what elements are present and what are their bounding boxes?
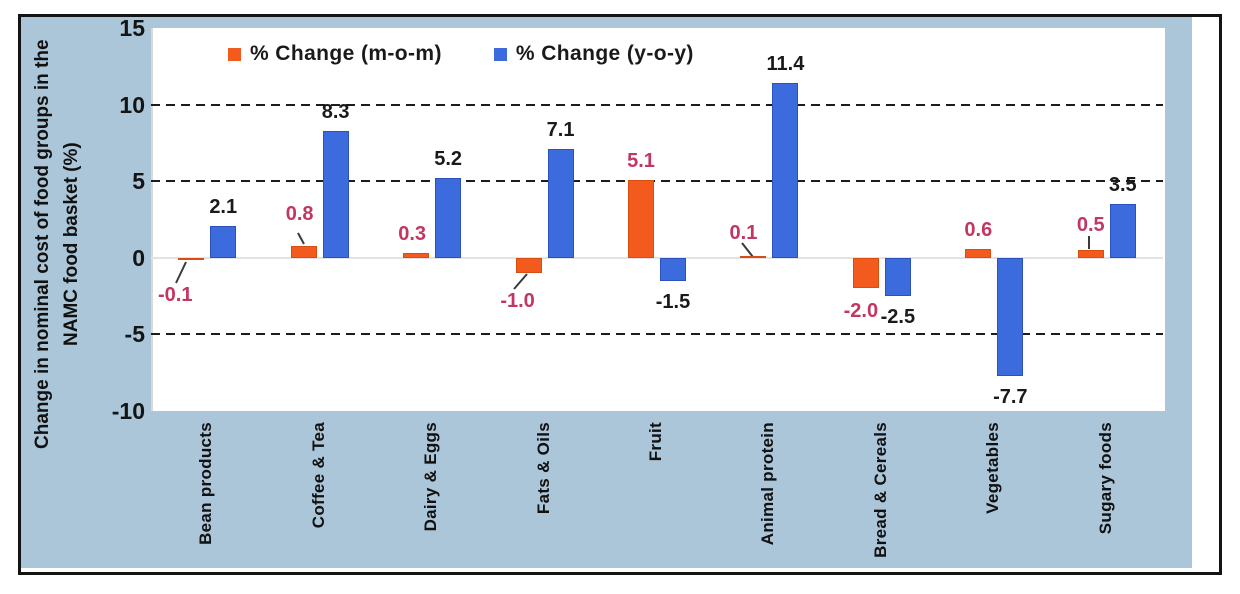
bar-label-yoy: 2.1	[209, 195, 238, 218]
category-label: Vegetables	[983, 422, 1003, 514]
bar-mom	[965, 248, 992, 258]
bar-label-mom: 0.1	[729, 222, 758, 245]
legend-swatch-yoy	[493, 47, 507, 61]
legend-label: % Change (m-o-m)	[250, 42, 442, 65]
bar-label-mom: -0.1	[157, 284, 193, 307]
bar-mom	[1077, 250, 1104, 258]
bar-label-yoy: 11.4	[766, 53, 805, 76]
bar-label-yoy: 7.1	[546, 119, 575, 142]
bar-yoy	[322, 130, 349, 258]
y-tick-label: -10	[111, 398, 145, 424]
y-axis-title-line-1: Change in nominal cost of food groups in…	[32, 39, 53, 449]
bar-label-yoy: 3.5	[1108, 174, 1137, 197]
category-label: Coffee & Tea	[308, 422, 328, 529]
category-label: Fruit	[646, 422, 665, 462]
bar-yoy	[997, 257, 1024, 376]
bar-label-yoy: 8.3	[321, 100, 350, 123]
y-tick-label: 15	[119, 15, 145, 41]
bar-label-yoy: 5.2	[434, 148, 463, 171]
bar-mom	[178, 257, 205, 260]
bar-label-yoy: -2.5	[880, 306, 916, 329]
bar-label-yoy: -1.5	[655, 290, 691, 313]
bar-mom	[628, 179, 654, 258]
gridline	[151, 103, 1163, 106]
bar-yoy	[772, 83, 799, 258]
bar-label-mom: -1.0	[500, 290, 535, 313]
y-tick-label: 0	[132, 244, 145, 271]
bar-label-mom: 5.1	[627, 149, 655, 172]
bar-label-mom: 0.6	[964, 218, 993, 241]
y-tick-label: 5	[132, 168, 145, 195]
category-label: Animal protein	[758, 422, 778, 546]
bar-mom	[515, 257, 542, 274]
bar-mom	[403, 253, 430, 258]
category-label: Sugary foods	[1095, 422, 1115, 535]
y-tick-label: 10	[119, 91, 145, 118]
bar-yoy	[210, 225, 237, 258]
bar-label-mom: 0.3	[398, 223, 427, 246]
plot-area	[151, 28, 1165, 411]
bar-mom	[740, 256, 767, 259]
category-label: Bean products	[196, 422, 216, 545]
bar-label-yoy: -7.7	[993, 385, 1028, 408]
category-label: Dairy & Eggs	[421, 422, 441, 532]
bar-yoy	[1109, 204, 1136, 258]
bar-label-mom: 0.5	[1076, 214, 1105, 237]
bar-mom	[852, 257, 879, 289]
bar-yoy	[435, 178, 462, 258]
y-tick-label: -5	[124, 321, 145, 348]
category-label: Bread & Cereals	[870, 422, 890, 558]
bar-yoy	[884, 257, 911, 297]
gridline	[151, 333, 1163, 336]
legend-swatch-mom	[228, 47, 241, 61]
gridline	[151, 180, 1163, 183]
category-label: Fats & Oils	[533, 422, 553, 515]
bar-yoy	[547, 149, 574, 258]
legend-item: % Change (y-o-y)	[493, 42, 694, 66]
legend-label: % Change (y-o-y)	[515, 42, 694, 65]
bar-label-mom: -2.0	[843, 300, 879, 323]
zero-line	[151, 256, 1163, 259]
bar-mom	[290, 245, 317, 258]
legend: % Change (m-o-m) % Change (y-o-y)	[228, 42, 694, 66]
bar-label-mom: 0.8	[285, 202, 314, 225]
legend-item: % Change (m-o-m)	[228, 42, 442, 66]
bar-yoy	[660, 257, 686, 281]
